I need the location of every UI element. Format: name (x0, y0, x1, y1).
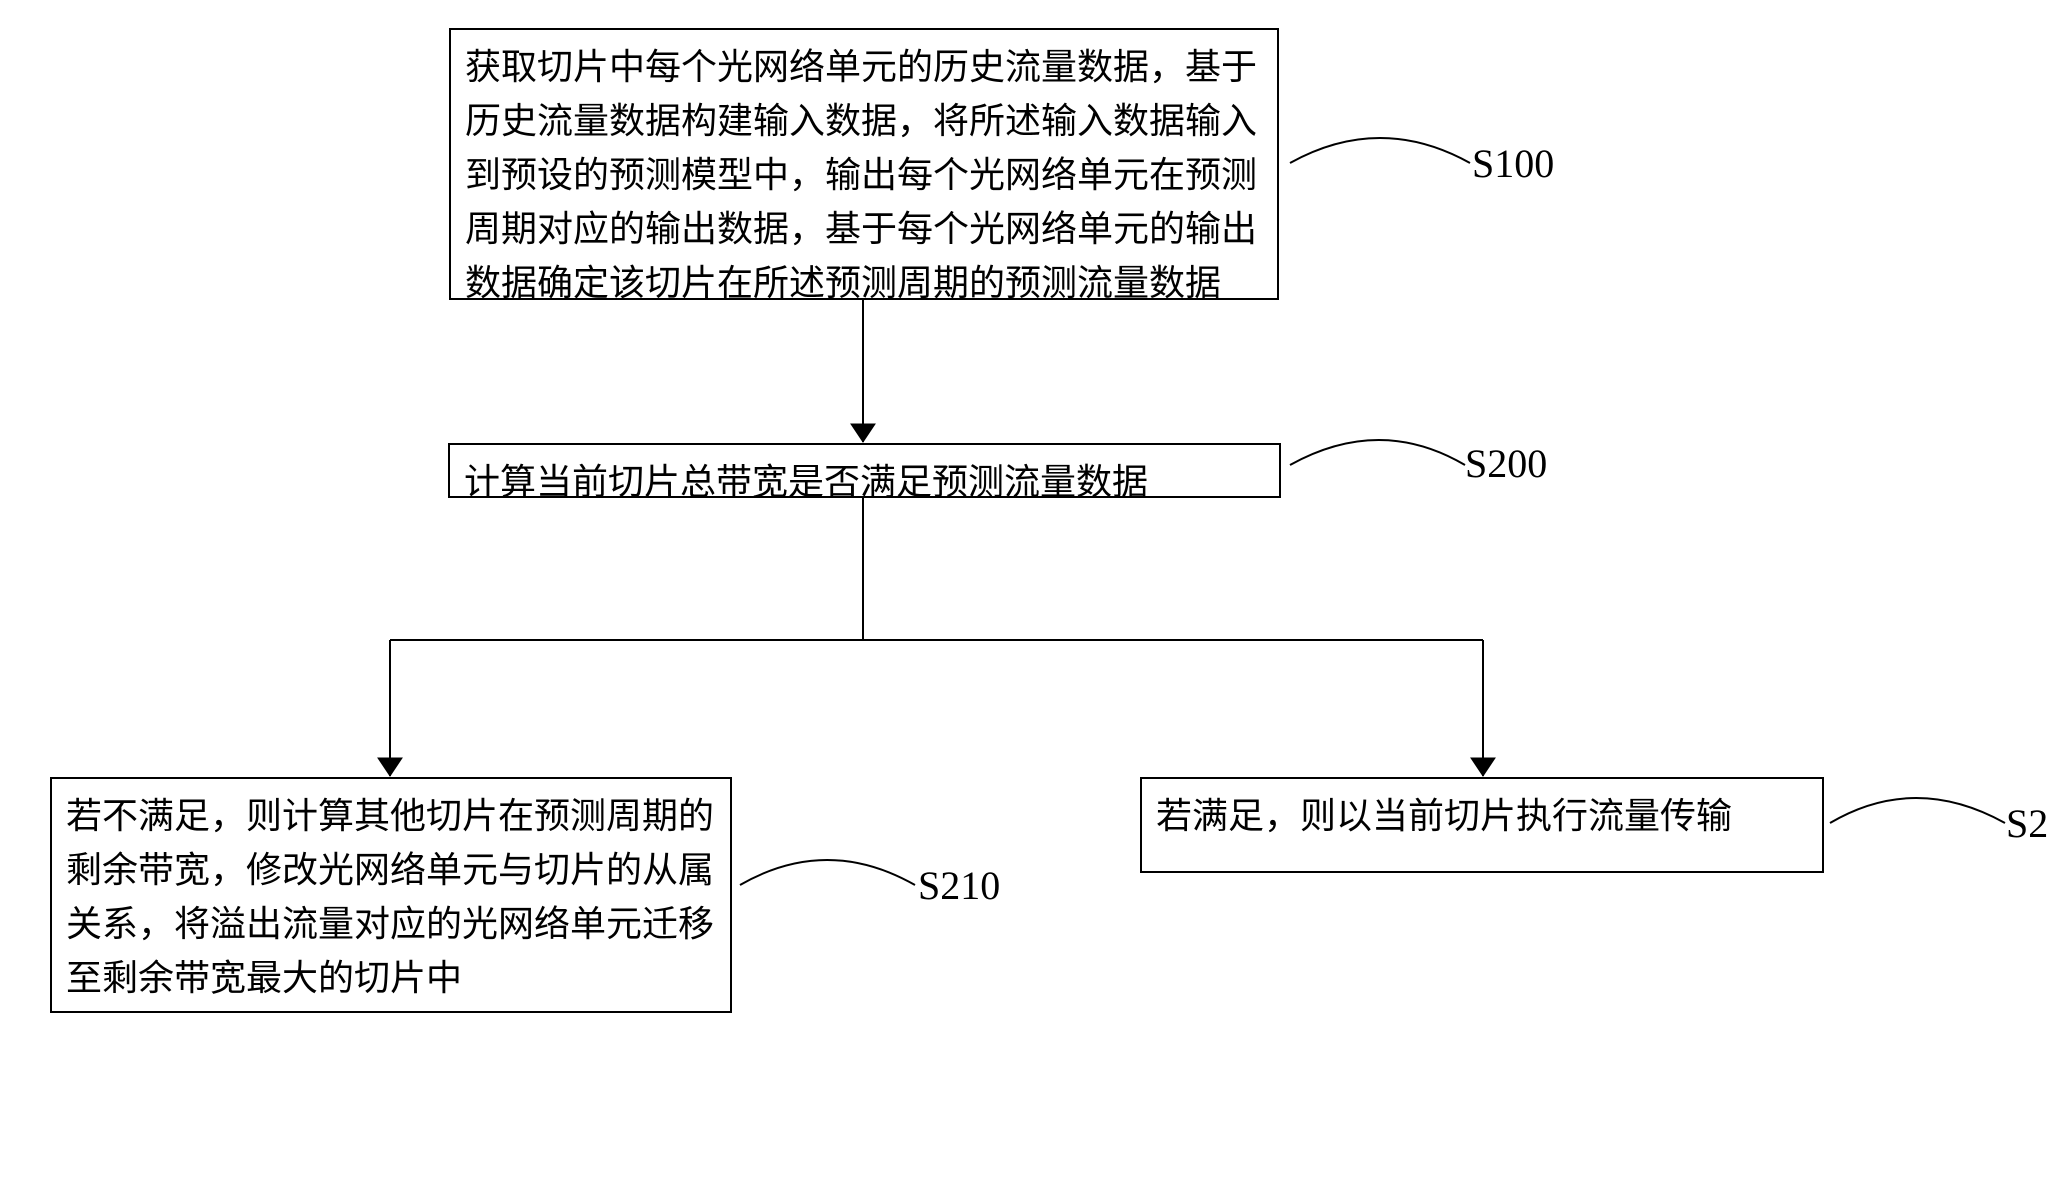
arrowhead-s200 (851, 424, 875, 442)
node-s210: 若不满足，则计算其他切片在预测周期的剩余带宽，修改光网络单元与切片的从属关系，将… (50, 777, 732, 1013)
leader-s200 (1290, 440, 1465, 465)
arrowhead-s220 (1471, 758, 1495, 776)
label-s210: S210 (918, 862, 1000, 909)
flowchart-canvas: 获取切片中每个光网络单元的历史流量数据，基于历史流量数据构建输入数据，将所述输入… (0, 0, 2049, 1187)
leader-s100 (1290, 138, 1470, 163)
leader-s210 (740, 860, 915, 885)
arrowhead-s210 (378, 758, 402, 776)
node-s200: 计算当前切片总带宽是否满足预测流量数据 (448, 443, 1281, 498)
leader-s220 (1830, 798, 2005, 823)
arrow-branch (390, 498, 1483, 776)
label-s200: S200 (1465, 440, 1547, 487)
label-s100: S100 (1472, 140, 1554, 187)
node-s220: 若满足，则以当前切片执行流量传输 (1140, 777, 1824, 873)
label-s220: S220 (2006, 800, 2049, 847)
node-s100: 获取切片中每个光网络单元的历史流量数据，基于历史流量数据构建输入数据，将所述输入… (449, 28, 1279, 300)
